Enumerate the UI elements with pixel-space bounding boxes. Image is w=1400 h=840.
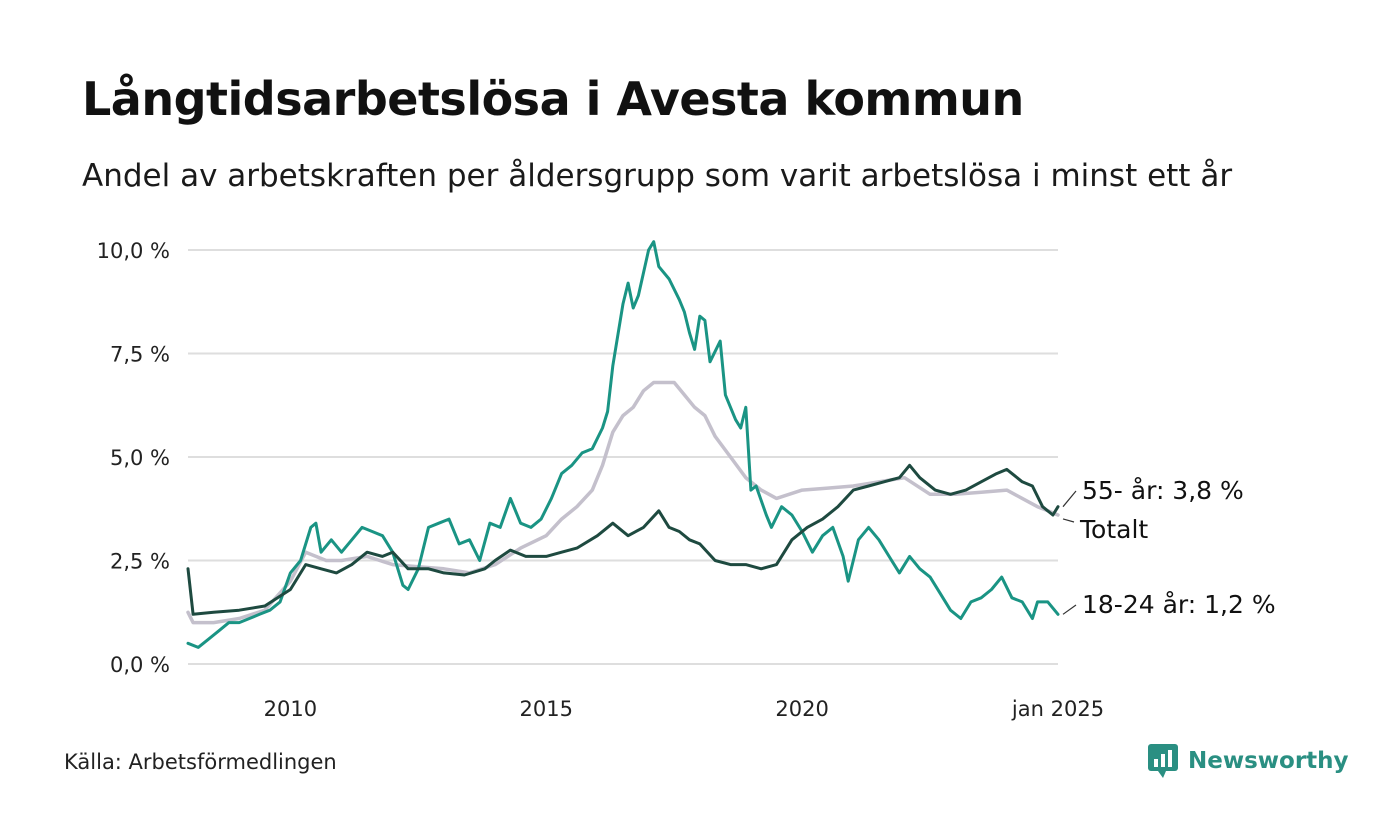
y-tick-label: 5,0 % xyxy=(110,446,170,470)
end-label-leader xyxy=(1062,518,1075,523)
source-note: Källa: Arbetsförmedlingen xyxy=(64,750,337,774)
newsworthy-logo: Newsworthy xyxy=(1148,744,1349,778)
chart-subtitle: Andel av arbetskraften per åldersgrupp s… xyxy=(82,158,1233,194)
series-end-label: 55- år: 3,8 % xyxy=(1082,476,1244,505)
end-label-leader xyxy=(1062,604,1077,615)
y-tick-label: 7,5 % xyxy=(110,343,170,367)
x-tick-label: 2015 xyxy=(520,697,573,721)
series-end-label: Totalt xyxy=(1079,515,1148,544)
end-label-leader xyxy=(1062,490,1077,508)
series-line-totalt xyxy=(186,380,1060,625)
x-tick-label: 2020 xyxy=(775,697,828,721)
series-lines xyxy=(186,240,1060,649)
series-line-18-24 xyxy=(186,240,1060,649)
chart-title: Långtidsarbetslösa i Avesta kommun xyxy=(82,72,1024,126)
y-tick-label: 0,0 % xyxy=(110,653,170,677)
x-tick-label: jan 2025 xyxy=(1011,697,1104,721)
newsworthy-logo-icon xyxy=(1148,744,1178,778)
y-tick-label: 10,0 % xyxy=(97,239,170,263)
x-tick-label: 2010 xyxy=(264,697,317,721)
x-axis-tick-labels: 2010 2015 2020 jan 2025 xyxy=(264,697,1104,721)
y-axis-tick-labels: 0,0 % 2,5 % 5,0 % 7,5 % 10,0 % xyxy=(97,239,170,677)
series-line-55-plus xyxy=(186,463,1060,616)
series-end-labels: Totalt 18-24 år: 1,2 % 55- år: 3,8 % xyxy=(1062,476,1276,619)
newsworthy-logo-text: Newsworthy xyxy=(1188,748,1349,774)
y-tick-label: 2,5 % xyxy=(110,550,170,574)
series-end-label: 18-24 år: 1,2 % xyxy=(1082,590,1276,619)
